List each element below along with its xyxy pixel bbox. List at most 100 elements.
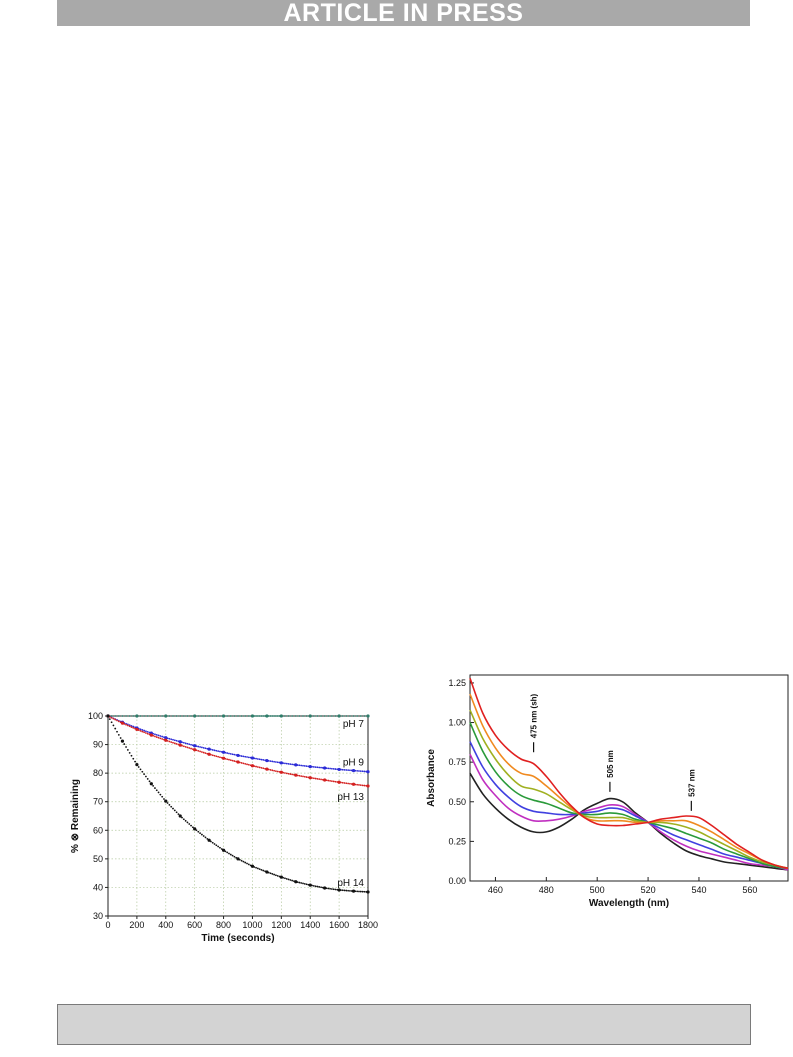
trace-dot xyxy=(217,750,220,753)
trace-dot xyxy=(157,715,160,717)
trace-dot xyxy=(359,770,362,773)
trace-dot xyxy=(318,778,321,781)
trace-dot xyxy=(329,887,331,890)
trace-dot xyxy=(285,772,288,775)
trace-dot xyxy=(260,868,263,871)
trace-dot xyxy=(228,758,230,761)
trace-dot xyxy=(134,726,136,729)
trace-dot xyxy=(146,730,149,733)
trace-dot xyxy=(143,731,146,734)
data-point xyxy=(178,743,182,747)
trace-dot xyxy=(200,751,203,753)
trace-dot xyxy=(238,761,241,764)
trace-dot xyxy=(181,744,183,747)
trace-dot xyxy=(247,715,250,717)
trace-dot xyxy=(249,864,252,867)
trace-dot xyxy=(240,755,243,757)
trace-dot xyxy=(200,833,203,836)
trace-dot xyxy=(327,767,330,770)
trace-dot xyxy=(150,715,153,717)
trace-dot xyxy=(247,763,250,766)
data-point xyxy=(366,770,370,774)
trace-dot xyxy=(231,854,234,857)
trace-dot xyxy=(215,844,218,847)
trace-dot xyxy=(202,751,205,754)
trace-dot xyxy=(247,756,250,759)
trace-dot xyxy=(273,760,276,763)
banner-text: ARTICLE IN PRESS xyxy=(283,0,524,27)
data-point xyxy=(308,714,312,718)
trace-dot xyxy=(273,769,276,772)
trace-dot xyxy=(258,766,261,769)
trace-dot xyxy=(186,715,189,717)
trace-dot xyxy=(154,787,156,789)
data-point xyxy=(279,770,283,774)
trace-dot xyxy=(349,889,351,892)
trace-dot xyxy=(197,715,200,717)
trace-dot xyxy=(325,887,328,890)
trace-dot xyxy=(128,715,131,717)
trace-dot xyxy=(253,866,256,868)
trace-dot xyxy=(269,769,272,771)
trace-dot xyxy=(246,763,248,766)
trace-dot xyxy=(316,715,319,717)
trace-dot xyxy=(191,744,194,747)
trace-dot xyxy=(258,868,261,871)
x-tick-label: 1400 xyxy=(300,920,320,930)
annotation-label: 475 nm (sh) xyxy=(530,693,539,738)
trace-dot xyxy=(181,816,183,819)
trace-dot xyxy=(312,715,315,717)
y-tick-label: 90 xyxy=(93,740,103,750)
trace-dot xyxy=(128,725,131,728)
data-point xyxy=(149,733,153,737)
trace-dot xyxy=(320,715,322,717)
trace-dot xyxy=(300,882,303,884)
trace-dot xyxy=(267,871,270,874)
trace-dot xyxy=(247,863,250,866)
trace-dot xyxy=(233,715,236,717)
x-tick-label: 1000 xyxy=(242,920,262,930)
plot-frame xyxy=(107,715,369,917)
data-point xyxy=(236,753,240,758)
trace-dot xyxy=(334,715,337,717)
data-point xyxy=(221,848,226,852)
trace-dot xyxy=(110,716,113,719)
x-tick-label: 0 xyxy=(105,920,110,930)
trace-dot xyxy=(329,779,331,782)
trace-dot xyxy=(244,755,247,758)
annotation-label: 505 nm xyxy=(606,750,615,778)
trace-dot xyxy=(134,727,136,730)
trace-dot xyxy=(137,729,140,732)
trace-dot xyxy=(219,750,221,753)
data-point xyxy=(120,721,125,725)
trace-dot xyxy=(229,853,232,856)
y-tick-label: 0.00 xyxy=(448,876,466,886)
trace-dot xyxy=(303,765,306,767)
trace-dot xyxy=(361,770,364,773)
trace-dot xyxy=(146,778,149,780)
trace-dot xyxy=(289,763,292,766)
data-point xyxy=(221,714,226,718)
trace-dot xyxy=(199,750,201,753)
x-tick-label: 600 xyxy=(187,920,202,930)
trace-dot xyxy=(112,717,115,720)
data-point xyxy=(323,766,327,770)
trace-dot xyxy=(163,736,165,739)
y-tick-label: 1.00 xyxy=(448,718,466,728)
trace-dot xyxy=(126,749,129,751)
trace-dot xyxy=(321,886,324,889)
trace-dot xyxy=(340,768,342,771)
trace-dot xyxy=(305,776,308,778)
trace-dot xyxy=(365,890,368,893)
data-point xyxy=(366,784,370,788)
trace-dot xyxy=(291,879,294,882)
trace-dot xyxy=(168,737,171,740)
trace-dot xyxy=(213,749,216,752)
trace-dot xyxy=(116,719,118,722)
trace-dot xyxy=(282,771,285,774)
trace-dot xyxy=(269,760,272,763)
data-point xyxy=(351,782,356,786)
trace-dot xyxy=(188,743,191,746)
trace-dot xyxy=(226,715,229,717)
trace-dot xyxy=(293,763,295,766)
